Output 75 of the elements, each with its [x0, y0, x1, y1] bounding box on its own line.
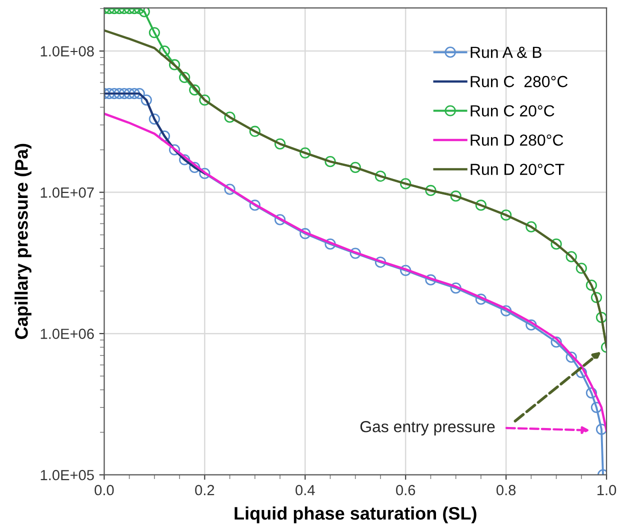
point [300, 228, 311, 240]
point [158, 130, 170, 142]
point [224, 184, 236, 195]
point [189, 84, 200, 96]
point [324, 156, 336, 168]
point [324, 238, 336, 250]
x-axis-title: Liquid phase saturation (SL) [234, 506, 476, 524]
point [374, 256, 386, 268]
legend-label: Run D 280°C [470, 134, 564, 146]
legend-label: Run A & B [470, 46, 542, 58]
point [138, 8, 150, 18]
point [350, 248, 361, 259]
point [118, 88, 130, 100]
point [475, 294, 487, 305]
y-tick-label: 1.0E+06 [40, 328, 94, 339]
point [566, 251, 577, 262]
point [274, 214, 286, 226]
x-tick-label: 0.0 [94, 484, 114, 496]
point [249, 200, 260, 211]
point [590, 292, 602, 304]
point [400, 264, 412, 276]
point [249, 126, 260, 137]
point [425, 184, 436, 196]
point [500, 210, 512, 221]
point [586, 280, 598, 291]
point [400, 178, 412, 190]
x-tick-label: 0.4 [296, 484, 315, 496]
point [274, 138, 286, 150]
legend-label: Run C 20°C [470, 105, 554, 116]
point [179, 72, 190, 84]
point [179, 154, 190, 166]
point [576, 262, 587, 274]
x-tick-label: 0.2 [195, 484, 214, 496]
point [475, 200, 487, 211]
y-tick-label: 1.0E+07 [40, 187, 94, 198]
point [140, 94, 152, 106]
point [550, 336, 562, 348]
annotation: Gas entry pressure [360, 420, 495, 436]
point [586, 387, 598, 398]
point [374, 170, 386, 182]
legend-label: Run D 20°CT [470, 164, 564, 176]
point [199, 94, 210, 106]
point [189, 162, 200, 173]
point [500, 305, 512, 316]
point [148, 114, 160, 125]
point [224, 112, 236, 123]
y-tick-label: 1.0E+05 [40, 470, 94, 480]
point [168, 144, 180, 156]
point [124, 88, 135, 100]
point [300, 147, 311, 158]
point [134, 88, 145, 100]
point [114, 88, 125, 100]
point [148, 27, 160, 38]
point [596, 312, 607, 324]
point [350, 162, 361, 173]
point [128, 88, 140, 100]
point [596, 424, 607, 435]
point [168, 59, 180, 70]
point [108, 88, 120, 100]
point [450, 282, 462, 294]
point [526, 221, 537, 232]
point [425, 274, 436, 286]
x-tick-label: 1.0 [598, 484, 616, 496]
y-tick-label: 1.0E+08 [40, 46, 94, 56]
x-tick-label: 0.8 [496, 484, 516, 496]
legend-label: Run C 280°C [470, 76, 568, 88]
x-tick-label: 0.6 [396, 484, 416, 496]
point [550, 238, 562, 250]
point [199, 168, 210, 179]
point [566, 352, 577, 363]
point [104, 88, 115, 100]
point [450, 190, 462, 202]
point [526, 319, 537, 331]
point [576, 366, 587, 378]
y-axis-title: Capillary pressure (Pa) [14, 144, 32, 339]
